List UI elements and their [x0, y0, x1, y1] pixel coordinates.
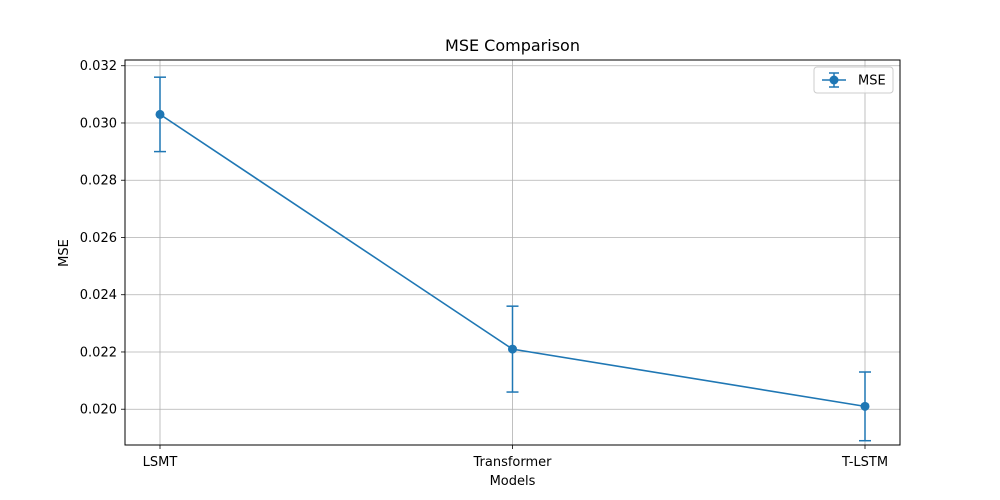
x-tick-label: T-LSTM — [841, 455, 888, 470]
data-point — [860, 401, 870, 411]
data-point — [508, 344, 517, 354]
x-tick-label: Transformer — [472, 455, 552, 470]
legend: MSE — [813, 66, 894, 94]
legend-marker — [829, 75, 839, 85]
series-layer — [154, 76, 871, 442]
axis-ticks: 0.020 0.022 0.024 0.026 0.028 0.030 0.032 LSMT T… — [80, 59, 888, 470]
y-axis-label: MSE — [57, 239, 72, 267]
chart-title: MSE Comparison — [445, 36, 580, 55]
data-point — [155, 109, 165, 119]
x-tick-label: LSMT — [143, 455, 178, 470]
legend-label: MSE — [858, 74, 886, 89]
y-tick-label: 0.026 — [80, 231, 117, 246]
y-tick-label: 0.024 — [80, 288, 117, 303]
y-tick-label: 0.030 — [80, 116, 117, 131]
y-tick-label: 0.022 — [80, 345, 117, 360]
x-axis-label: Models — [490, 474, 536, 489]
y-tick-label: 0.020 — [80, 403, 117, 418]
y-tick-label: 0.032 — [80, 59, 117, 74]
y-tick-label: 0.028 — [80, 174, 117, 189]
